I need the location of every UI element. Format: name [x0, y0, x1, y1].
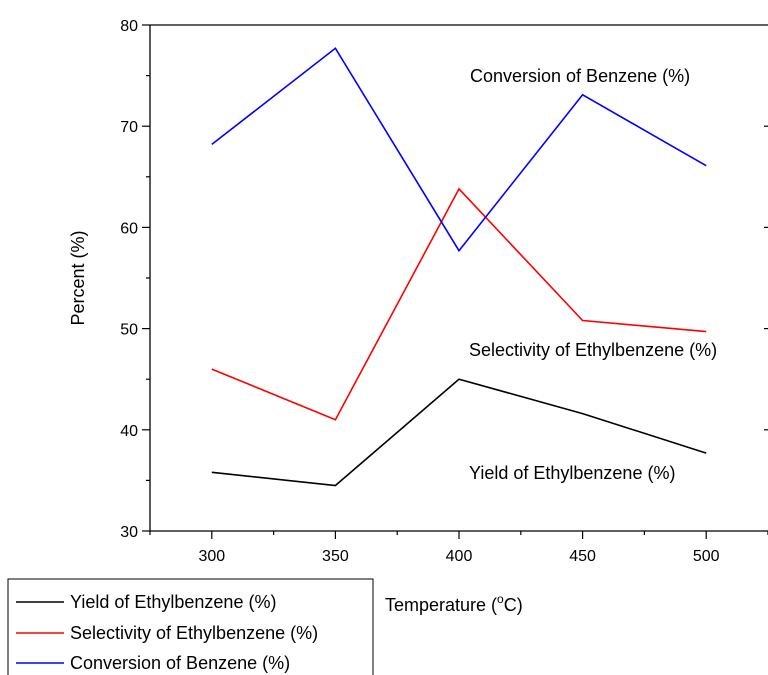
y-tick-label: 70: [120, 119, 138, 136]
legend-box: [7, 578, 374, 675]
x-axis-title-superscript: o: [497, 592, 504, 606]
annotation-yield: Yield of Ethylbenzene (%): [469, 463, 675, 483]
x-axis-title: Temperature (oC): [385, 592, 523, 615]
x-axis-title-unit: C): [504, 595, 523, 615]
annotation-conversion: Conversion of Benzene (%): [470, 66, 690, 86]
series-line-selectivity: [211, 187, 707, 421]
y-tick-label: 50: [120, 322, 138, 339]
series-lines: [211, 47, 707, 487]
legend: Yield of Ethylbenzene (%) Selectivity of…: [7, 578, 374, 675]
x-tick-label: 400: [446, 548, 473, 565]
y-ticks: 30 40 50 60 70 80: [120, 18, 150, 541]
y-tick-label: 30: [120, 524, 138, 541]
legend-label-yield: Yield of Ethylbenzene (%): [70, 592, 276, 612]
x-axis-title-text: Temperature (: [385, 595, 497, 615]
x-tick-label: 500: [693, 548, 720, 565]
legend-label-selectivity: Selectivity of Ethylbenzene (%): [70, 623, 318, 643]
x-tick-label: 450: [569, 548, 596, 565]
annotation-selectivity: Selectivity of Ethylbenzene (%): [469, 340, 717, 360]
legend-label-conversion: Conversion of Benzene (%): [70, 653, 290, 673]
y-tick-label: 60: [120, 220, 138, 237]
x-ticks: 300 350 400 450 500: [149, 531, 768, 565]
series-line-conversion: [211, 47, 707, 253]
x-tick-label: 300: [198, 548, 225, 565]
x-tick-label: 350: [322, 548, 349, 565]
y-tick-label: 80: [120, 18, 138, 35]
y-axis-title: Percent (%): [68, 230, 88, 325]
right-axis-ticks: [764, 125, 768, 431]
y-tick-label: 40: [120, 423, 138, 440]
series-line-yield: [211, 378, 707, 487]
